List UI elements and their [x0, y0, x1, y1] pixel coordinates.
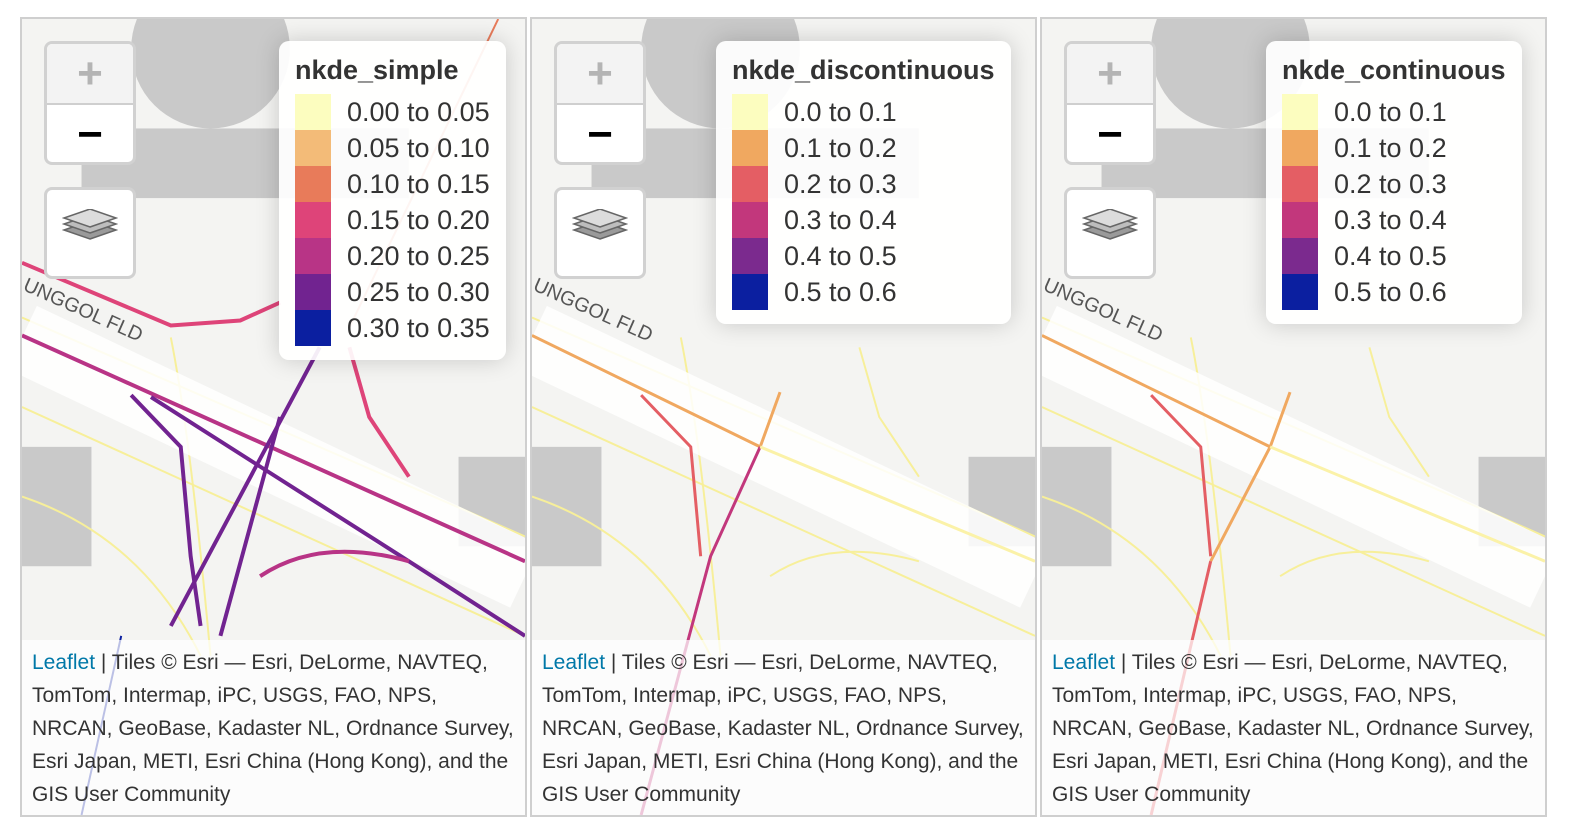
legend-item: 0.4 to 0.5: [732, 238, 995, 274]
legend-item: 0.2 to 0.3: [1282, 166, 1506, 202]
legend-label: 0.1 to 0.2: [784, 132, 897, 163]
legend-swatch: [732, 94, 768, 130]
legend-label: 0.20 to 0.25: [347, 240, 490, 271]
legend-label: 0.5 to 0.6: [1334, 276, 1447, 307]
network-lines: [532, 334, 1035, 815]
legend-item: 0.15 to 0.20: [295, 202, 490, 238]
legend-title: nkde_discontinuous: [732, 55, 995, 85]
layers-button[interactable]: [1064, 187, 1156, 279]
legend-label: 0.4 to 0.5: [784, 240, 897, 271]
legend-title: nkde_continuous: [1282, 55, 1506, 85]
legend-label: 0.0 to 0.1: [1334, 96, 1447, 127]
legend-swatch: [732, 130, 768, 166]
layers-icon: [572, 209, 628, 240]
legend-item: 0.20 to 0.25: [295, 238, 490, 274]
legend: nkde_continuous 0.0 to 0.1 0.1 to 0.2 0.2 …: [1266, 41, 1522, 324]
legend-item: 0.3 to 0.4: [732, 202, 995, 238]
attribution: Leaflet | Tiles © Esri — Esri, DeLorme, …: [532, 640, 1035, 815]
legend-item: 0.4 to 0.5: [1282, 238, 1506, 274]
legend-swatch: [732, 274, 768, 310]
zoom-out-button[interactable]: −: [77, 109, 103, 159]
legend-item: 0.3 to 0.4: [1282, 202, 1506, 238]
legend-swatch: [732, 202, 768, 238]
legend-label: 0.30 to 0.35: [347, 312, 490, 343]
legend-swatch: [1282, 94, 1318, 130]
legend-swatch: [1282, 166, 1318, 202]
legend-item: 0.30 to 0.35: [295, 310, 490, 346]
attribution-text: | Tiles © Esri — Esri, DeLorme, NAVTEQ, …: [1052, 651, 1534, 806]
legend-label: 0.00 to 0.05: [347, 96, 490, 127]
legend-swatch: [295, 238, 331, 274]
map-panel-discontinuous[interactable]: UNGGOL FLD + − nkde_discontinuous 0.0 to…: [530, 17, 1037, 817]
legend-item: 0.1 to 0.2: [1282, 130, 1506, 166]
legend-item: 0.1 to 0.2: [732, 130, 995, 166]
attribution: Leaflet | Tiles © Esri — Esri, DeLorme, …: [22, 640, 525, 815]
zoom-in-button[interactable]: +: [47, 44, 133, 105]
leaflet-link[interactable]: Leaflet: [32, 651, 96, 674]
legend-label: 0.0 to 0.1: [784, 96, 897, 127]
legend-swatch: [1282, 202, 1318, 238]
legend-label: 0.2 to 0.3: [1334, 168, 1447, 199]
zoom-control: + −: [554, 41, 646, 165]
zoom-out-button[interactable]: −: [587, 109, 613, 159]
attribution-text: | Tiles © Esri — Esri, DeLorme, NAVTEQ, …: [32, 651, 514, 806]
legend-item: 0.10 to 0.15: [295, 166, 490, 202]
legend-title: nkde_simple: [295, 55, 459, 85]
legend-item: 0.5 to 0.6: [1282, 274, 1506, 310]
legend-swatch: [732, 166, 768, 202]
map-panel-simple[interactable]: UNGGOL FLD + − nkde_simple 0.00 to 0.05 0…: [20, 17, 527, 817]
layers-button[interactable]: [554, 187, 646, 279]
legend-item: 0.25 to 0.30: [295, 274, 490, 310]
legend-label: 0.5 to 0.6: [784, 276, 897, 307]
legend-swatch: [295, 202, 331, 238]
legend-swatch: [732, 238, 768, 274]
legend-item: 0.0 to 0.1: [1282, 94, 1506, 130]
legend-item: 0.2 to 0.3: [732, 166, 995, 202]
legend-swatch: [295, 130, 331, 166]
leaflet-link[interactable]: Leaflet: [1052, 651, 1116, 674]
legend-label: 0.4 to 0.5: [1334, 240, 1447, 271]
legend-swatch: [1282, 274, 1318, 310]
legend-label: 0.2 to 0.3: [784, 168, 897, 199]
legend-label: 0.1 to 0.2: [1334, 132, 1447, 163]
legend-label: 0.10 to 0.15: [347, 168, 490, 199]
legend-swatch: [295, 274, 331, 310]
legend: nkde_simple 0.00 to 0.05 0.05 to 0.10 0.10…: [279, 41, 506, 360]
legend-swatch: [295, 310, 331, 346]
legend-label: 0.25 to 0.30: [347, 276, 490, 307]
legend-item: 0.05 to 0.10: [295, 130, 490, 166]
legend-swatch: [295, 166, 331, 202]
legend-items: 0.0 to 0.1 0.1 to 0.2 0.2 to 0.3 0.3 to 0.4…: [732, 94, 995, 310]
attribution: Leaflet | Tiles © Esri — Esri, DeLorme, …: [1042, 640, 1545, 815]
legend-items: 0.0 to 0.1 0.1 to 0.2 0.2 to 0.3 0.3 to 0.4…: [1282, 94, 1506, 310]
map-panel-continuous[interactable]: UNGGOL FLD + − nkde_continuous 0.0 to 0.…: [1040, 17, 1547, 817]
zoom-control: + −: [44, 41, 136, 165]
legend-item: 0.5 to 0.6: [732, 274, 995, 310]
layers-button[interactable]: [44, 187, 136, 279]
legend-items: 0.00 to 0.05 0.05 to 0.10 0.10 to 0.15 0.15…: [295, 94, 490, 346]
zoom-control: + −: [1064, 41, 1156, 165]
legend-label: 0.15 to 0.20: [347, 204, 490, 235]
road-band: [22, 305, 525, 608]
zoom-in-button[interactable]: +: [557, 44, 643, 105]
legend-swatch: [1282, 238, 1318, 274]
legend-swatch: [295, 94, 331, 130]
zoom-out-button[interactable]: −: [1097, 109, 1123, 159]
legend-label: 0.3 to 0.4: [784, 204, 897, 235]
legend-label: 0.3 to 0.4: [1334, 204, 1447, 235]
attribution-text: | Tiles © Esri — Esri, DeLorme, NAVTEQ, …: [542, 651, 1024, 806]
zoom-in-button[interactable]: +: [1067, 44, 1153, 105]
legend: nkde_discontinuous 0.0 to 0.1 0.1 to 0.2 0…: [716, 41, 1011, 324]
layers-icon: [62, 209, 118, 240]
layers-icon: [1082, 209, 1138, 240]
legend-label: 0.05 to 0.10: [347, 132, 490, 163]
legend-swatch: [1282, 130, 1318, 166]
leaflet-link[interactable]: Leaflet: [542, 651, 606, 674]
legend-item: 0.00 to 0.05: [295, 94, 490, 130]
legend-item: 0.0 to 0.1: [732, 94, 995, 130]
